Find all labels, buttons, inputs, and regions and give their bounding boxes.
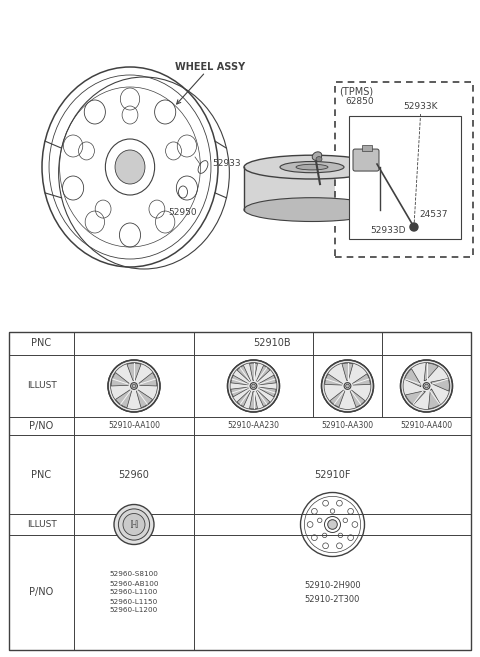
Ellipse shape bbox=[316, 156, 322, 162]
Text: 52910-2H900
52910-2T300: 52910-2H900 52910-2T300 bbox=[304, 581, 361, 604]
Circle shape bbox=[119, 509, 150, 540]
Text: 52910B: 52910B bbox=[254, 338, 291, 348]
Polygon shape bbox=[237, 390, 251, 407]
Polygon shape bbox=[324, 374, 342, 385]
Circle shape bbox=[123, 514, 145, 535]
Polygon shape bbox=[429, 389, 440, 409]
Text: 52960: 52960 bbox=[119, 470, 149, 480]
Circle shape bbox=[346, 384, 349, 388]
Circle shape bbox=[344, 382, 351, 390]
Text: ℍ: ℍ bbox=[130, 520, 138, 530]
Polygon shape bbox=[406, 391, 425, 405]
Circle shape bbox=[328, 520, 337, 530]
Text: (TPMS): (TPMS) bbox=[339, 86, 373, 96]
Text: 52933D: 52933D bbox=[371, 226, 406, 235]
Polygon shape bbox=[116, 390, 132, 408]
Circle shape bbox=[114, 505, 154, 545]
Bar bbox=[9, 332, 471, 650]
Circle shape bbox=[400, 360, 453, 412]
Text: PNC: PNC bbox=[31, 470, 51, 480]
Polygon shape bbox=[231, 387, 248, 397]
Ellipse shape bbox=[115, 150, 145, 184]
Text: 52910F: 52910F bbox=[314, 470, 351, 480]
Polygon shape bbox=[256, 365, 270, 382]
Circle shape bbox=[410, 223, 418, 231]
FancyBboxPatch shape bbox=[353, 149, 379, 171]
Text: 52960-S8100
52960-AB100
52960-L1100
52960-L1150
52960-L1200: 52960-S8100 52960-AB100 52960-L1100 5296… bbox=[109, 572, 159, 614]
FancyBboxPatch shape bbox=[335, 82, 473, 257]
Polygon shape bbox=[231, 375, 248, 385]
Polygon shape bbox=[405, 369, 421, 387]
Circle shape bbox=[423, 382, 430, 390]
Text: 52933: 52933 bbox=[212, 158, 240, 168]
Text: 52910-AA100: 52910-AA100 bbox=[108, 422, 160, 430]
Polygon shape bbox=[250, 392, 257, 409]
Text: 52910-AA230: 52910-AA230 bbox=[228, 422, 279, 430]
Polygon shape bbox=[259, 387, 276, 397]
Text: P/NO: P/NO bbox=[29, 587, 54, 597]
Ellipse shape bbox=[244, 198, 380, 221]
Polygon shape bbox=[111, 373, 129, 386]
Polygon shape bbox=[353, 374, 371, 385]
Ellipse shape bbox=[296, 164, 328, 170]
Text: 52910-AA400: 52910-AA400 bbox=[400, 422, 453, 430]
Ellipse shape bbox=[244, 155, 380, 179]
FancyBboxPatch shape bbox=[349, 116, 461, 239]
Polygon shape bbox=[237, 365, 251, 382]
FancyBboxPatch shape bbox=[362, 145, 372, 151]
Circle shape bbox=[132, 384, 136, 388]
Polygon shape bbox=[259, 375, 276, 385]
Text: ILLUST: ILLUST bbox=[26, 520, 56, 529]
Text: 62850: 62850 bbox=[345, 97, 373, 106]
Circle shape bbox=[131, 382, 137, 390]
Polygon shape bbox=[127, 363, 141, 380]
Circle shape bbox=[425, 384, 428, 388]
Polygon shape bbox=[330, 390, 345, 407]
Text: PNC: PNC bbox=[31, 338, 51, 348]
Bar bbox=[244, 167, 380, 210]
Circle shape bbox=[250, 382, 257, 390]
Polygon shape bbox=[431, 378, 449, 391]
Polygon shape bbox=[350, 390, 365, 407]
Ellipse shape bbox=[280, 162, 344, 173]
Text: 52910-AA300: 52910-AA300 bbox=[322, 422, 373, 430]
Polygon shape bbox=[342, 363, 353, 380]
Text: WHEEL ASSY: WHEEL ASSY bbox=[175, 62, 245, 104]
Circle shape bbox=[108, 360, 160, 412]
Text: ILLUST: ILLUST bbox=[26, 382, 56, 390]
Text: P/NO: P/NO bbox=[29, 421, 54, 431]
Circle shape bbox=[252, 384, 255, 388]
Polygon shape bbox=[139, 373, 157, 386]
Text: 52950: 52950 bbox=[168, 208, 197, 217]
Polygon shape bbox=[136, 390, 153, 408]
Text: 24537: 24537 bbox=[419, 210, 447, 219]
Text: 52933K: 52933K bbox=[403, 102, 438, 111]
Polygon shape bbox=[256, 390, 270, 407]
Circle shape bbox=[322, 360, 373, 412]
Circle shape bbox=[228, 360, 279, 412]
Polygon shape bbox=[424, 363, 438, 381]
Ellipse shape bbox=[312, 152, 322, 160]
Polygon shape bbox=[250, 363, 257, 380]
